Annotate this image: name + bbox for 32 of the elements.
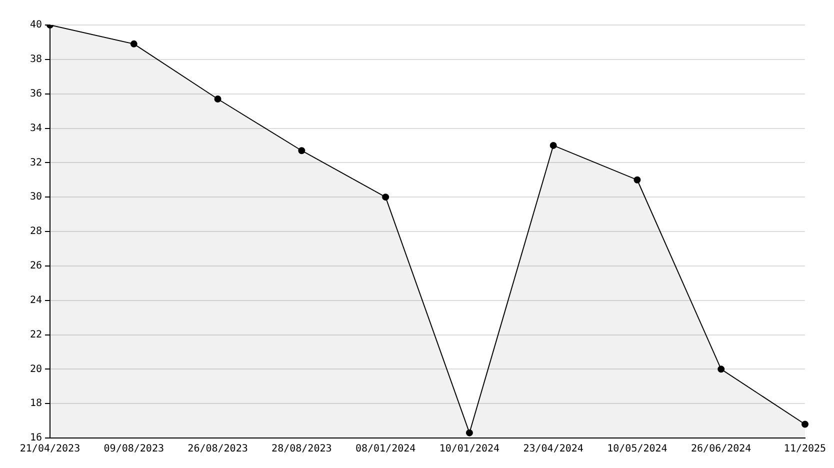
x-tick-label: 11/2025 [784, 444, 826, 455]
point [382, 194, 390, 201]
x-tick-label: 10/05/2024 [607, 444, 668, 455]
x-tick-label: 28/08/2023 [272, 444, 332, 455]
y-tick-label: 22 [30, 329, 42, 340]
y-tick-label: 24 [30, 294, 42, 306]
y-tick-label: 34 [30, 122, 42, 134]
x-tick-label: 08/01/2024 [355, 444, 416, 455]
point [802, 420, 808, 428]
point [634, 176, 641, 184]
point [214, 95, 222, 102]
point [550, 142, 557, 149]
y-tick-label: 32 [30, 157, 42, 168]
point [130, 40, 138, 48]
y-tick-label: 38 [30, 54, 42, 66]
point [466, 429, 473, 436]
y-tick-label: 18 [30, 398, 42, 410]
y-tick-label: 16 [30, 432, 42, 444]
x-tick-label: 26/08/2023 [188, 444, 248, 455]
y-tick-label: 20 [30, 364, 42, 375]
point [298, 147, 306, 154]
x-tick-label: 26/06/2024 [691, 444, 752, 455]
point [718, 366, 725, 373]
y-tick-label: 28 [30, 226, 42, 238]
x-tick-label: 21/04/2023 [20, 444, 80, 455]
y-tick-label: 26 [30, 260, 42, 272]
y-tick-label: 30 [30, 192, 42, 203]
x-tick-label: 10/01/2024 [439, 444, 500, 455]
y-tick-label: 36 [30, 88, 42, 100]
y-tick-label: 40 [30, 20, 42, 31]
x-tick-label: 23/04/2024 [523, 444, 584, 455]
x-tick-label: 09/08/2023 [104, 444, 164, 455]
